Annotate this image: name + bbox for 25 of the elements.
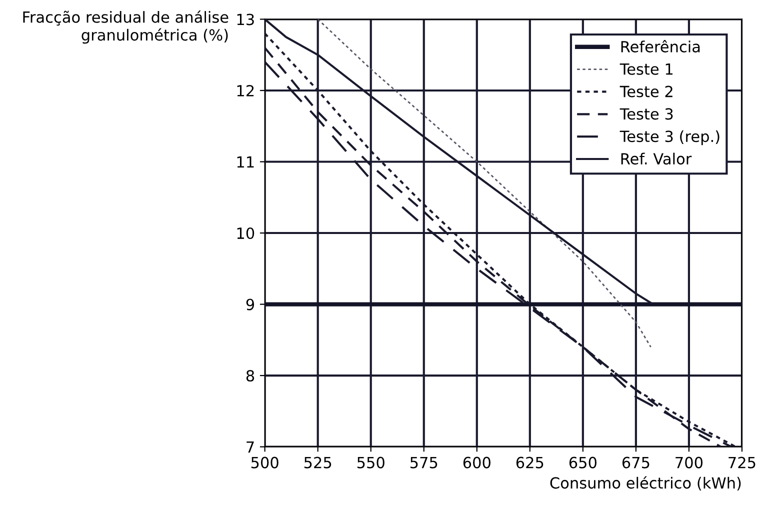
y-tick-label: 7	[246, 441, 254, 453]
x-tick-label: 525	[304, 456, 332, 468]
y-tick-label: 9	[246, 298, 254, 310]
legend-label: Referência	[621, 40, 700, 52]
legend-label: Teste 3 (rep.)	[620, 130, 720, 146]
legend-label: Teste 3	[620, 108, 673, 120]
y-tick-label: 8	[246, 370, 254, 382]
y-tick-label: 10	[237, 227, 254, 240]
y-axis-title: Fracção residual de análise granulométrica (%)	[23, 10, 228, 44]
y-tick-label: 13	[237, 14, 254, 26]
x-tick-label: 650	[569, 456, 596, 468]
x-tick-label: 700	[676, 456, 703, 468]
x-tick-label: 575	[410, 456, 438, 468]
x-tick-label: 725	[728, 456, 756, 468]
y-tick-label: 12	[237, 84, 254, 96]
legend-label: Ref. Valor	[621, 152, 692, 165]
x-tick-label: 625	[516, 456, 544, 468]
legend-label: Teste 2	[620, 86, 672, 98]
x-tick-label: 550	[357, 456, 384, 468]
legend-label: Teste 1	[620, 64, 673, 75]
x-tick-label: 675	[622, 456, 650, 468]
x-tick-label: 500	[251, 456, 278, 468]
y-tick-label: 11	[237, 156, 254, 168]
x-tick-label: 600	[463, 456, 490, 468]
x-axis-title: Consumo eléctrico (kWh)	[550, 476, 741, 490]
